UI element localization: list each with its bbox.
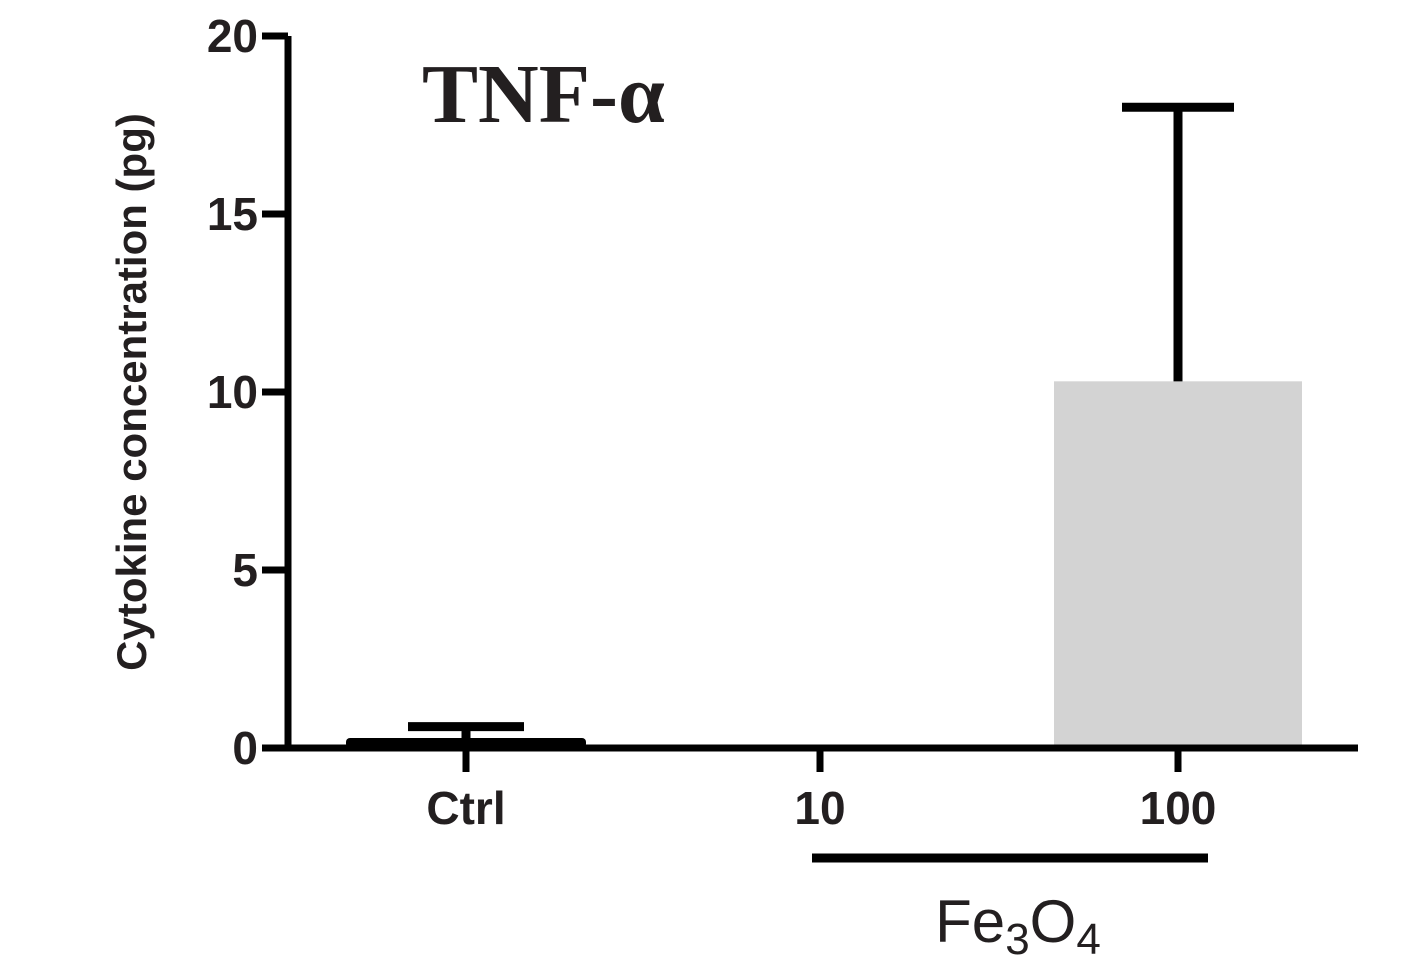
x-tick-label: 10 (794, 782, 845, 834)
y-axis-label: Cytokine concentration (pg) (108, 113, 155, 671)
errorbars-layer (408, 102, 1234, 745)
y-ticks: 0 5 10 15 20 (207, 10, 288, 774)
chart-title: TNF-α (422, 48, 665, 141)
bars-layer (346, 381, 1302, 748)
y-tick-label: 15 (207, 188, 258, 240)
group-label: Fe3O4 (935, 888, 1101, 964)
y-tick-label: 0 (232, 722, 258, 774)
x-tick-label: 100 (1140, 782, 1217, 834)
bar-100 (1054, 381, 1302, 748)
group-label-sub1: 3 (1005, 915, 1029, 964)
x-ticks: Ctrl 10 100 (426, 748, 1216, 834)
group-label-mid: O (1030, 888, 1077, 955)
y-tick-label: 20 (207, 10, 258, 62)
x-tick-label: Ctrl (426, 782, 505, 834)
y-tick-label: 5 (232, 544, 258, 596)
group-label-base: Fe (935, 888, 1005, 955)
group-label-sub2: 4 (1076, 915, 1100, 964)
y-tick-label: 10 (207, 366, 258, 418)
